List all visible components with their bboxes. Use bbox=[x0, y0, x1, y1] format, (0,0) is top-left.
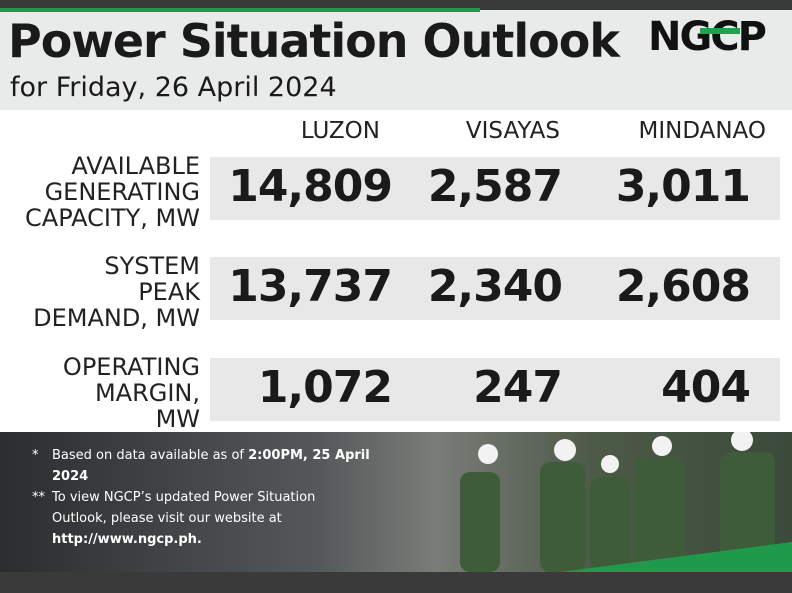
photo-figures bbox=[460, 429, 792, 572]
value: 2,608 bbox=[615, 261, 751, 312]
row-label-line: PEAK bbox=[138, 278, 200, 306]
value: 3,011 bbox=[615, 161, 751, 212]
note-marker: * bbox=[32, 448, 39, 463]
row-label: OPERATING MARGIN, MW bbox=[0, 354, 200, 432]
logo: NGCP bbox=[648, 14, 767, 60]
note: * Based on data available as of 2:00PM, 2… bbox=[32, 445, 372, 487]
row-label-line: SYSTEM bbox=[104, 252, 200, 280]
value: 14,809 bbox=[228, 161, 393, 212]
subtitle: for Friday, 26 April 2024 bbox=[10, 72, 337, 103]
note-text: Based on data available as of bbox=[52, 448, 249, 463]
row-label-line: AVAILABLE bbox=[71, 152, 200, 180]
row-label: SYSTEM PEAK DEMAND, MW bbox=[0, 253, 200, 331]
accent bbox=[0, 8, 480, 12]
row-label-line: MW bbox=[155, 405, 200, 433]
note-bold: 2:00PM, 25 April 2024 bbox=[52, 448, 370, 484]
note-marker: ** bbox=[32, 490, 45, 505]
row-label-line: MARGIN, bbox=[94, 379, 200, 407]
column-header: LUZON bbox=[300, 118, 380, 144]
value: 247 bbox=[473, 362, 563, 413]
column-header: MINDANAO bbox=[638, 118, 766, 144]
note: ** To view NGCP’s updated Power Situation… bbox=[32, 487, 372, 550]
row-label: AVAILABLE GENERATING CAPACITY, MW bbox=[0, 153, 200, 231]
bottom-bar bbox=[0, 572, 792, 593]
value: 404 bbox=[661, 362, 751, 413]
value: 1,072 bbox=[257, 362, 393, 413]
row-label-line: OPERATING bbox=[62, 353, 200, 381]
header-bg bbox=[0, 10, 792, 110]
logo-accent bbox=[700, 28, 740, 34]
row-label-line: GENERATING bbox=[44, 178, 200, 206]
row-band bbox=[210, 257, 780, 320]
row-band bbox=[210, 358, 780, 421]
column-header: VISAYAS bbox=[465, 118, 560, 144]
value: 13,737 bbox=[228, 261, 393, 312]
row-band bbox=[210, 157, 780, 220]
value: 2,340 bbox=[427, 261, 563, 312]
row-label-line: DEMAND, MW bbox=[33, 304, 200, 332]
note-text: To view NGCP’s updated Power Situation O… bbox=[52, 490, 316, 526]
row-label-line: CAPACITY, MW bbox=[25, 204, 200, 232]
note-bold: http://www.ngcp.ph. bbox=[52, 532, 202, 547]
top-bar bbox=[0, 0, 792, 10]
photo bbox=[0, 429, 792, 572]
title: Power Situation Outlook bbox=[8, 14, 620, 68]
value: 2,587 bbox=[427, 161, 563, 212]
